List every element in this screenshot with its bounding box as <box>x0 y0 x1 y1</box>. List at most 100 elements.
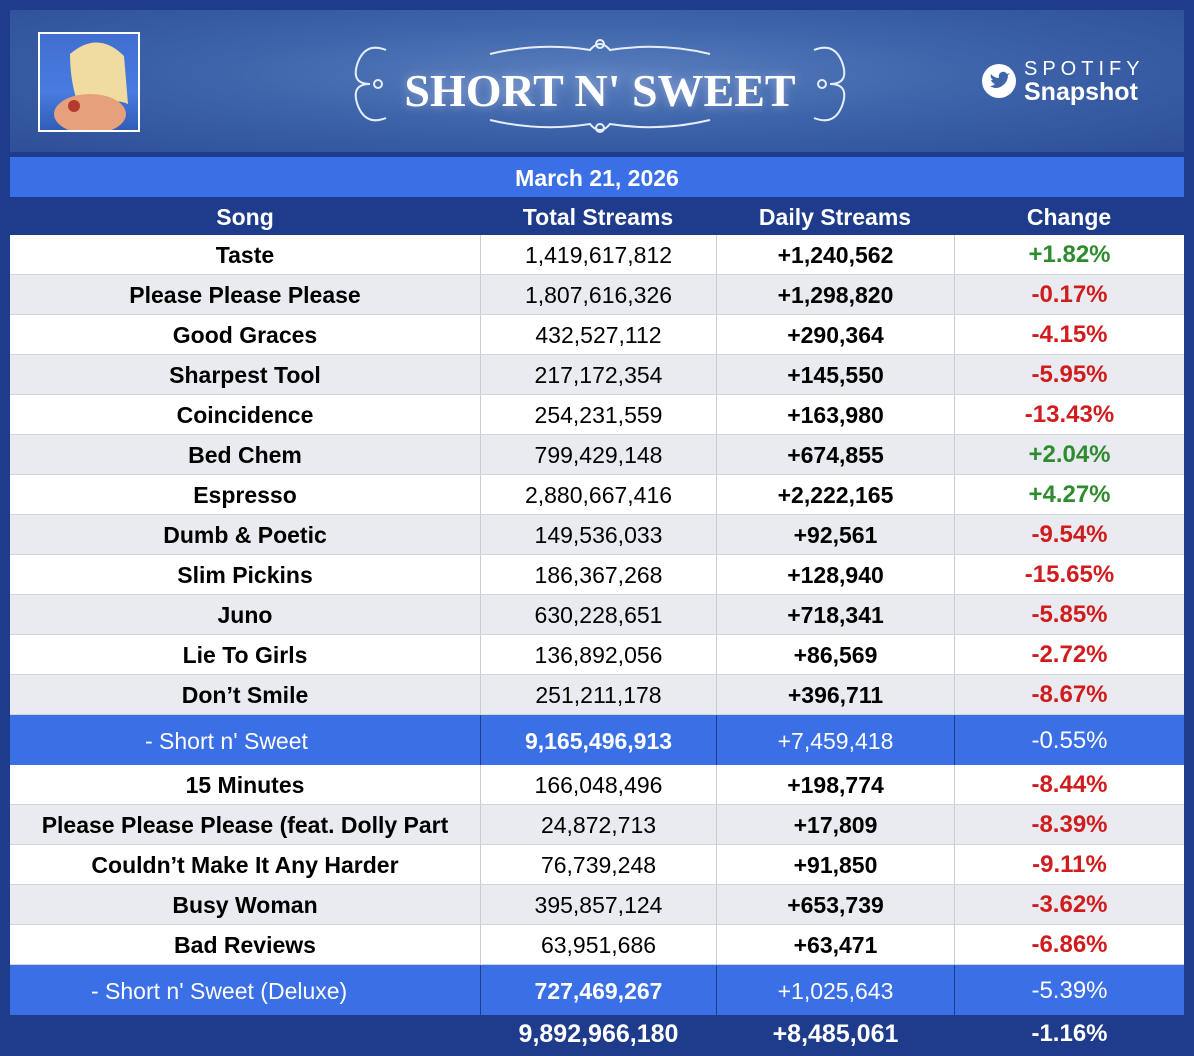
table-row: Bad Reviews 63,951,686 +63,471 -6.86% <box>10 925 1184 965</box>
song-cell: Good Graces <box>172 322 318 348</box>
daily-streams-cell: +128,940 <box>716 555 954 594</box>
song-cell: Please Please Please (feat. Dolly Part <box>41 812 449 838</box>
table-row: Sharpest Tool 217,172,354 +145,550 -5.95% <box>10 355 1184 395</box>
date-heading: March 21, 2026 <box>10 157 1184 197</box>
song-cell: Don’t Smile <box>181 682 309 708</box>
total-streams-cell: 630,228,651 <box>480 595 716 634</box>
daily-streams-cell: +1,298,820 <box>716 275 954 314</box>
daily-streams-cell: +653,739 <box>716 885 954 924</box>
song-cell: Please Please Please <box>129 282 361 308</box>
album-summary-row: - Short n' Sweet 9,165,496,913 +7,459,418-… <box>10 715 1184 765</box>
total-streams-cell: 9,892,966,180 <box>480 1015 716 1055</box>
song-cell: Juno <box>217 602 273 628</box>
total-streams-cell: 432,527,112 <box>480 315 716 354</box>
change-cell: +2.04% <box>954 435 1184 474</box>
song-cell: - Short n' Sweet <box>145 728 308 754</box>
brand-snapshot-label: Snapshot <box>1024 78 1138 106</box>
album-title-block: SHORT N' SWEET <box>340 28 860 140</box>
spotify-snapshot-brand: SPOTIFY Snapshot <box>982 58 1172 114</box>
header-banner: SHORT N' SWEET SPOTIFY Snapshot <box>10 10 1184 152</box>
daily-streams-cell: +86,569 <box>716 635 954 674</box>
total-streams-cell: 76,739,248 <box>480 845 716 884</box>
song-cell: Dumb & Poetic <box>163 522 327 548</box>
song-cell: Bed Chem <box>188 442 302 468</box>
daily-streams-cell: +674,855 <box>716 435 954 474</box>
song-cell: - Short n' Sweet (Deluxe) <box>91 978 348 1004</box>
total-streams-cell: 136,892,056 <box>480 635 716 674</box>
column-header-daily-streams: Daily Streams <box>758 204 912 230</box>
daily-streams-cell: +17,809 <box>716 805 954 844</box>
change-cell: -8.67% <box>954 675 1184 714</box>
daily-streams-cell: +396,711 <box>716 675 954 714</box>
total-streams-cell: 799,429,148 <box>480 435 716 474</box>
twitter-bird-icon <box>982 64 1016 98</box>
change-cell: -5.95% <box>954 355 1184 394</box>
total-streams-cell: 395,857,124 <box>480 885 716 924</box>
total-streams-cell: 149,536,033 <box>480 515 716 554</box>
total-streams-cell: 254,231,559 <box>480 395 716 434</box>
table-row: Please Please Please (feat. Dolly Part 24… <box>10 805 1184 845</box>
total-streams-cell: 251,211,178 <box>480 675 716 714</box>
table-row: Busy Woman 395,857,124 +653,739 -3.62% <box>10 885 1184 925</box>
change-cell: +4.27% <box>954 475 1184 514</box>
table-row: Taste 1,419,617,812 +1,240,562 +1.82% <box>10 235 1184 275</box>
table-row: Lie To Girls 136,892,056 +86,569 -2.72% <box>10 635 1184 675</box>
total-streams-cell: 24,872,713 <box>480 805 716 844</box>
total-streams-cell: 727,469,267 <box>480 965 716 1015</box>
table-row: Good Graces 432,527,112 +290,364 -4.15% <box>10 315 1184 355</box>
column-header-total-streams: Total Streams <box>522 204 674 230</box>
song-cell <box>10 1015 480 1055</box>
table-row: Couldn’t Make It Any Harder 76,739,248 +91… <box>10 845 1184 885</box>
daily-streams-cell: +7,459,418 <box>716 715 954 765</box>
daily-streams-cell: +91,850 <box>716 845 954 884</box>
change-cell: -5.85% <box>954 595 1184 634</box>
song-cell: Coincidence <box>176 402 314 428</box>
change-cell: -2.72% <box>954 635 1184 674</box>
change-cell: -3.62% <box>954 885 1184 924</box>
total-streams-cell: 9,165,496,913 <box>480 715 716 765</box>
table-row: 15 Minutes 166,048,496 +198,774 -8.44% <box>10 765 1184 805</box>
table-row: Don’t Smile 251,211,178 +396,711 -8.67% <box>10 675 1184 715</box>
daily-streams-cell: +198,774 <box>716 765 954 804</box>
total-streams-cell: 1,807,616,326 <box>480 275 716 314</box>
change-cell: -1.16% <box>954 1015 1184 1055</box>
change-cell: -9.11% <box>954 845 1184 884</box>
change-cell: -15.65% <box>954 555 1184 594</box>
daily-streams-cell: +145,550 <box>716 355 954 394</box>
total-streams-cell: 1,419,617,812 <box>480 235 716 274</box>
total-streams-cell: 63,951,686 <box>480 925 716 964</box>
change-cell: -0.55% <box>954 715 1184 765</box>
ornament-frame <box>354 39 846 133</box>
streams-table: Taste 1,419,617,812 +1,240,562 +1.82% Please… <box>10 235 1184 1055</box>
column-header-song: Song <box>216 204 274 230</box>
daily-streams-cell: +2,222,165 <box>716 475 954 514</box>
total-streams-cell: 217,172,354 <box>480 355 716 394</box>
song-cell: Lie To Girls <box>182 642 308 668</box>
daily-streams-cell: +290,364 <box>716 315 954 354</box>
table-row: Dumb & Poetic 149,536,033 +92,561 -9.54% <box>10 515 1184 555</box>
change-cell: -0.17% <box>954 275 1184 314</box>
table-row: Slim Pickins 186,367,268 +128,940 -15.65% <box>10 555 1184 595</box>
change-cell: -9.54% <box>954 515 1184 554</box>
song-cell: Slim Pickins <box>177 562 313 588</box>
table-row: Please Please Please 1,807,616,326 +1,298,… <box>10 275 1184 315</box>
change-cell: -8.44% <box>954 765 1184 804</box>
daily-streams-cell: +163,980 <box>716 395 954 434</box>
grand-total-row: 9,892,966,180 +8,485,061 -1.16% <box>10 1015 1184 1055</box>
daily-streams-cell: +718,341 <box>716 595 954 634</box>
song-cell: Couldn’t Make It Any Harder <box>91 852 399 878</box>
album-cover-image <box>38 32 140 132</box>
daily-streams-cell: +63,471 <box>716 925 954 964</box>
daily-streams-cell: +8,485,061 <box>716 1015 954 1055</box>
daily-streams-cell: +92,561 <box>716 515 954 554</box>
song-cell: Busy Woman <box>172 892 318 918</box>
album-summary-row: - Short n' Sweet (Deluxe) 727,469,267 +1,0… <box>10 965 1184 1015</box>
total-streams-cell: 166,048,496 <box>480 765 716 804</box>
total-streams-cell: 2,880,667,416 <box>480 475 716 514</box>
brand-spotify-label: SPOTIFY <box>1024 58 1145 80</box>
song-cell: Bad Reviews <box>174 932 316 958</box>
table-row: Coincidence 254,231,559 +163,980 -13.43% <box>10 395 1184 435</box>
change-cell: +1.82% <box>954 235 1184 274</box>
song-cell: Sharpest Tool <box>169 362 321 388</box>
